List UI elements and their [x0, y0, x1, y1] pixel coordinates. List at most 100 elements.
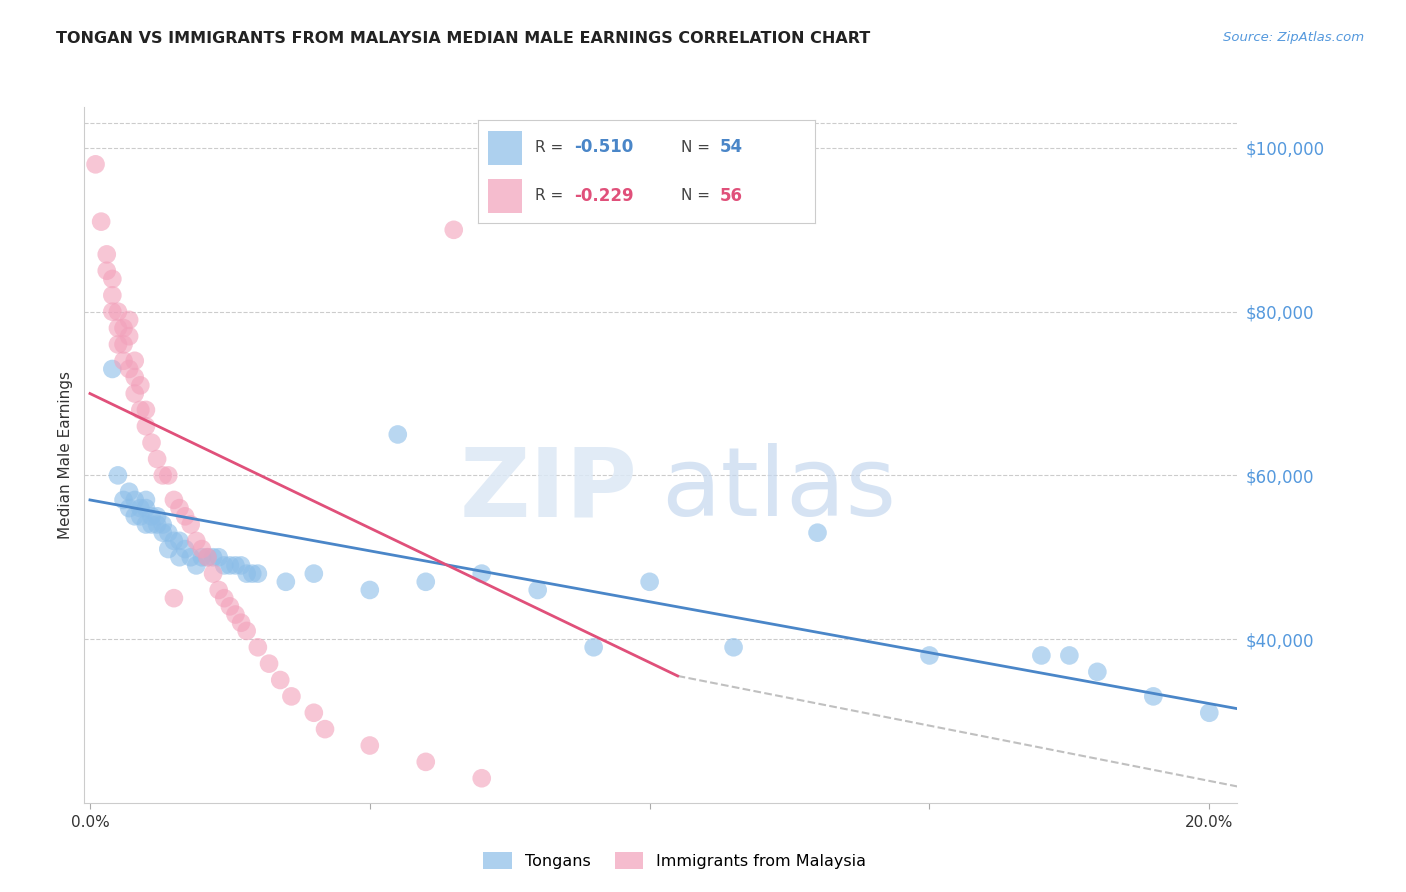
Point [191, 550, 214, 565]
Point [135, 403, 157, 417]
Point [135, 492, 157, 507]
Point [112, 337, 135, 351]
Point [129, 501, 152, 516]
Point [229, 615, 252, 630]
Point [218, 558, 240, 573]
Point [186, 558, 208, 573]
Legend: Tongans, Immigrants from Malaysia: Tongans, Immigrants from Malaysia [477, 846, 873, 875]
Point [723, 640, 745, 655]
Point [180, 550, 202, 565]
Bar [488, 130, 522, 164]
Point [314, 722, 336, 736]
Point [163, 591, 186, 606]
Point [101, 304, 124, 318]
Point [806, 525, 828, 540]
Point [107, 321, 129, 335]
Point [141, 517, 163, 532]
Text: ZIP: ZIP [460, 443, 638, 536]
Point [471, 771, 494, 785]
Point [202, 566, 225, 581]
Text: 54: 54 [720, 138, 742, 156]
Point [118, 362, 141, 376]
Point [208, 550, 231, 565]
Point [124, 509, 146, 524]
Text: R =: R = [536, 188, 568, 203]
Point [163, 533, 186, 548]
Point [235, 624, 257, 638]
Bar [488, 179, 522, 212]
Point [280, 690, 302, 704]
Point [229, 558, 252, 573]
Point [90, 214, 112, 228]
Point [157, 525, 180, 540]
Point [107, 468, 129, 483]
Point [118, 313, 141, 327]
Point [101, 288, 124, 302]
Point [302, 566, 325, 581]
Point [107, 337, 129, 351]
Text: R =: R = [536, 139, 568, 154]
Point [129, 509, 152, 524]
Point [124, 386, 146, 401]
Point [152, 517, 174, 532]
Point [208, 582, 231, 597]
Point [169, 533, 191, 548]
Point [146, 509, 169, 524]
Point [101, 272, 124, 286]
Point [224, 607, 246, 622]
Point [359, 582, 381, 597]
Point [112, 321, 135, 335]
Point [471, 566, 494, 581]
Point [84, 157, 107, 171]
Point [96, 264, 118, 278]
Point [415, 755, 437, 769]
Point [197, 550, 219, 565]
Point [218, 599, 240, 614]
Point [582, 640, 605, 655]
Point [124, 370, 146, 384]
Point [1198, 706, 1220, 720]
Text: 56: 56 [720, 186, 742, 205]
Point [359, 739, 381, 753]
Point [214, 558, 236, 573]
Text: N =: N = [681, 139, 714, 154]
Point [101, 362, 124, 376]
Point [235, 566, 257, 581]
Point [157, 468, 180, 483]
Point [638, 574, 661, 589]
Point [191, 542, 214, 557]
Y-axis label: Median Male Earnings: Median Male Earnings [58, 371, 73, 539]
Point [918, 648, 941, 663]
Text: N =: N = [681, 188, 714, 203]
Point [129, 378, 152, 392]
Point [124, 353, 146, 368]
Point [443, 223, 465, 237]
Point [141, 509, 163, 524]
Point [274, 574, 297, 589]
Point [269, 673, 291, 687]
Point [96, 247, 118, 261]
Point [112, 353, 135, 368]
Point [174, 542, 197, 557]
Point [387, 427, 409, 442]
Point [135, 419, 157, 434]
Text: TONGAN VS IMMIGRANTS FROM MALAYSIA MEDIAN MALE EARNINGS CORRELATION CHART: TONGAN VS IMMIGRANTS FROM MALAYSIA MEDIA… [56, 31, 870, 46]
Point [186, 533, 208, 548]
Point [112, 492, 135, 507]
Text: -0.229: -0.229 [574, 186, 634, 205]
Point [174, 509, 197, 524]
Point [1031, 648, 1053, 663]
Point [246, 566, 269, 581]
Point [129, 403, 152, 417]
Point [107, 304, 129, 318]
Point [169, 501, 191, 516]
Point [146, 517, 169, 532]
Point [157, 542, 180, 557]
Text: -0.510: -0.510 [574, 138, 634, 156]
Point [526, 582, 548, 597]
Text: Source: ZipAtlas.com: Source: ZipAtlas.com [1223, 31, 1364, 45]
Point [124, 492, 146, 507]
Point [197, 550, 219, 565]
Point [415, 574, 437, 589]
Point [302, 706, 325, 720]
